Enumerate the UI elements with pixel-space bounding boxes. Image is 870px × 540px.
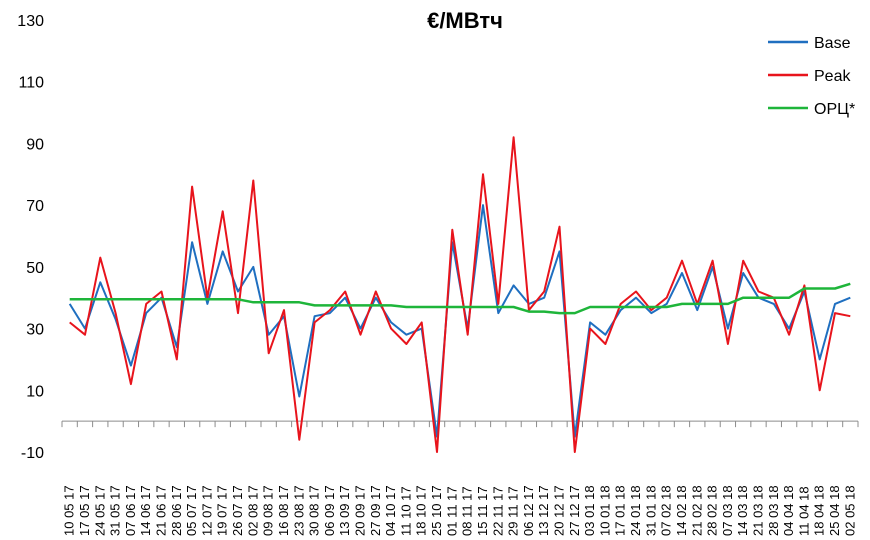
x-tick-label: 25 04 18 (827, 485, 842, 536)
x-tick-label: 14 06 17 (138, 485, 153, 536)
x-tick-label: 31 01 18 (643, 485, 658, 536)
y-tick-label: 50 (26, 260, 44, 277)
legend-label: Base (814, 35, 851, 52)
y-tick-label: 30 (26, 322, 44, 339)
x-tick-label: 21 02 18 (689, 485, 704, 536)
chart-title: €/МВтч (427, 8, 503, 33)
x-tick-label: 04 10 17 (383, 485, 398, 536)
x-tick-label: 07 06 17 (123, 485, 138, 536)
y-tick-label: -10 (21, 445, 44, 462)
legend-label: ОРЦ* (814, 101, 855, 118)
x-tick-label: 06 12 17 (521, 485, 536, 536)
x-tick-label: 07 02 18 (659, 485, 674, 536)
x-tick-label: 14 02 18 (674, 485, 689, 536)
x-tick-label: 20 09 17 (353, 485, 368, 536)
x-tick-label: 21 03 18 (751, 485, 766, 536)
x-tick-label: 06 09 17 (322, 485, 337, 536)
x-tick-label: 01 11 17 (444, 486, 459, 536)
y-tick-label: 10 (26, 383, 44, 400)
x-tick-label: 09 08 17 (261, 485, 276, 536)
x-tick-label: 02 05 18 (842, 485, 857, 536)
x-tick-label: 25 10 17 (429, 485, 444, 536)
x-tick-label: 28 03 18 (766, 485, 781, 536)
x-axis: 10 05 17 17 05 17 24 05 17 31 05 17 07 06 17… (61, 420, 859, 536)
plot-area (68, 136, 851, 453)
x-tick-label: 22 11 17 (490, 486, 505, 536)
x-tick-label: 14 03 18 (735, 485, 750, 536)
legend: Base Peak ОРЦ* (768, 35, 855, 118)
x-tick-label: 10 05 17 (62, 485, 77, 536)
x-tick-label: 11 04 18 (796, 486, 811, 536)
x-tick-label: 20 12 17 (552, 485, 567, 536)
x-tick-label: 07 03 18 (720, 485, 735, 536)
x-tick-label: 13 09 17 (337, 485, 352, 536)
legend-label: Peak (814, 68, 851, 85)
x-tick-label: 28 06 17 (169, 485, 184, 536)
x-tick-label: 10 01 18 (597, 485, 612, 536)
y-tick-label: 110 (18, 75, 44, 92)
y-tick-label: 130 (17, 13, 44, 30)
x-tick-label: 24 05 17 (92, 485, 107, 536)
x-tick-label: 17 05 17 (77, 485, 92, 536)
x-tick-label: 17 01 18 (613, 485, 628, 536)
x-tick-label: 13 12 17 (536, 485, 551, 536)
x-tick-label: 21 06 17 (154, 485, 169, 536)
x-tick-label: 28 02 18 (705, 485, 720, 536)
x-tick-label: 30 08 17 (307, 485, 322, 536)
x-tick-label: 18 04 18 (812, 485, 827, 536)
x-tick-label: 15 11 17 (475, 486, 490, 536)
x-tick-label: 29 11 17 (506, 486, 521, 536)
series-line-peak (69, 136, 851, 453)
x-tick-label: 02 08 17 (245, 485, 260, 536)
y-axis: 130 110 90 70 50 30 10 -10 (17, 13, 44, 462)
x-tick-label: 23 08 17 (291, 485, 306, 536)
y-tick-label: 70 (26, 198, 44, 215)
y-tick-label: 90 (26, 136, 44, 153)
x-tick-label: 26 07 17 (230, 485, 245, 536)
x-tick-label: 11 10 17 (398, 486, 413, 536)
x-tick-label: 19 07 17 (215, 485, 230, 536)
x-tick-label: 24 01 18 (628, 485, 643, 536)
x-tick-label: 04 04 18 (781, 485, 796, 536)
x-tick-label: 27 09 17 (368, 485, 383, 536)
x-tick-label: 08 11 17 (460, 486, 475, 536)
x-tick-label: 03 01 18 (582, 485, 597, 536)
x-tick-label: 31 05 17 (108, 485, 123, 536)
x-tick-label: 12 07 17 (199, 485, 214, 536)
series-line-orc (69, 282, 851, 315)
x-tick-label: 05 07 17 (184, 485, 199, 536)
x-tick-label: 18 10 17 (414, 485, 429, 536)
x-tick-label: 27 12 17 (567, 485, 582, 536)
x-tick-label: 16 08 17 (276, 485, 291, 536)
